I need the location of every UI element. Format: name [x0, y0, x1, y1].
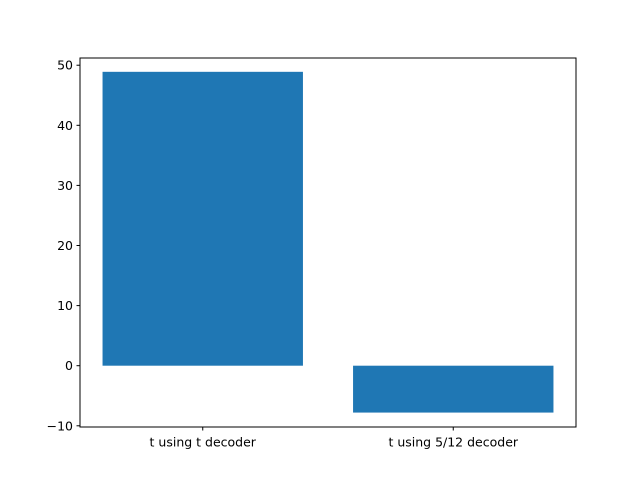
- y-tick-label: 30: [57, 178, 73, 193]
- x-tick-label: t using t decoder: [150, 435, 257, 450]
- y-tick-label: 50: [57, 58, 73, 73]
- y-tick-label: −10: [47, 418, 73, 433]
- x-axis-ticks: t using t decoder t using 5/12 decoder: [150, 427, 519, 450]
- y-tick-label: 20: [57, 238, 73, 253]
- bars-layer: [102, 71, 554, 413]
- x-tick-label: t using 5/12 decoder: [388, 435, 518, 450]
- y-tick-label: 0: [65, 358, 73, 373]
- bar-2: [353, 365, 554, 413]
- y-axis-ticks: −10 0 10 20 30 40 50: [47, 58, 80, 433]
- bar-1: [102, 71, 303, 366]
- y-tick-label: 10: [57, 298, 73, 313]
- plot-frame: [79, 57, 577, 428]
- y-tick-label: 40: [57, 118, 73, 133]
